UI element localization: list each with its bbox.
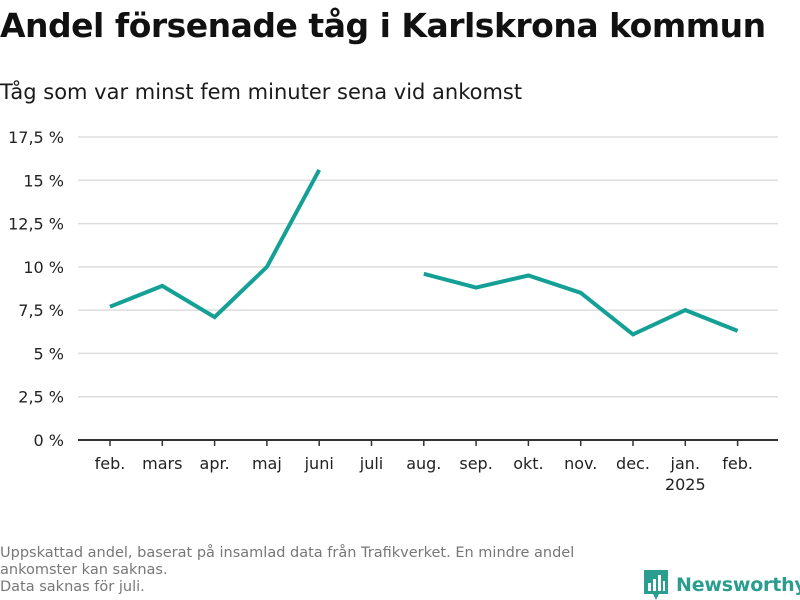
line-chart: 0 % 2,5 % 5 % 7,5 % 10 % 12,5 % 15 % 17,5 % feb… [8,128,778,494]
x-tick-label: juni [304,454,334,473]
brand: Newsworthy [644,570,800,600]
x-tick-label: jan. [670,454,700,473]
y-tick-label: 10 % [23,258,64,277]
x-tick-label: feb. [95,454,126,473]
y-axis-ticks: 0 % 2,5 % 5 % 7,5 % 10 % 12,5 % 15 % 17,5 % [8,128,64,450]
data-series [109,168,739,337]
brand-name: Newsworthy [676,574,800,596]
x-tick-label: nov. [564,454,597,473]
gridlines [78,136,778,398]
newsworthy-logo-icon [644,570,668,600]
footnote: Uppskattad andel, baserat på insamlad da… [0,545,630,596]
x-tick-label: sep. [459,454,492,473]
y-tick-label: 17,5 % [8,128,64,147]
y-tick-label: 7,5 % [18,301,64,320]
chart-title: Andel försenade tåg i Karlskrona kommun [0,6,766,45]
y-tick-label: 15 % [23,171,64,190]
footnote-line: Data saknas för juli. [0,579,145,595]
y-tick-label: 5 % [34,344,64,363]
chart-subtitle: Tåg som var minst fem minuter sena vid a… [0,80,523,104]
x-tick-label: dec. [616,454,650,473]
x-tick-label: apr. [200,454,230,473]
series-line [423,271,739,337]
x-tick-sublabel: 2025 [665,475,706,494]
y-tick-label: 12,5 % [8,215,64,234]
y-tick-label: 0 % [34,431,64,450]
x-tick-label: aug. [406,454,441,473]
series-line [109,168,321,320]
y-tick-label: 2,5 % [18,388,64,407]
footnote-line: Uppskattad andel, baserat på insamlad da… [0,545,575,561]
footnote-line: ankomster kan saknas. [0,562,168,578]
x-tick-label: feb. [722,454,753,473]
x-tick-label: maj [252,454,282,473]
x-axis-ticks: feb. mars apr. maj juni juli aug. sep. okt. nov. d… [95,440,753,494]
x-tick-label: okt. [513,454,543,473]
x-tick-label: juli [359,454,383,473]
x-tick-label: mars [142,454,182,473]
